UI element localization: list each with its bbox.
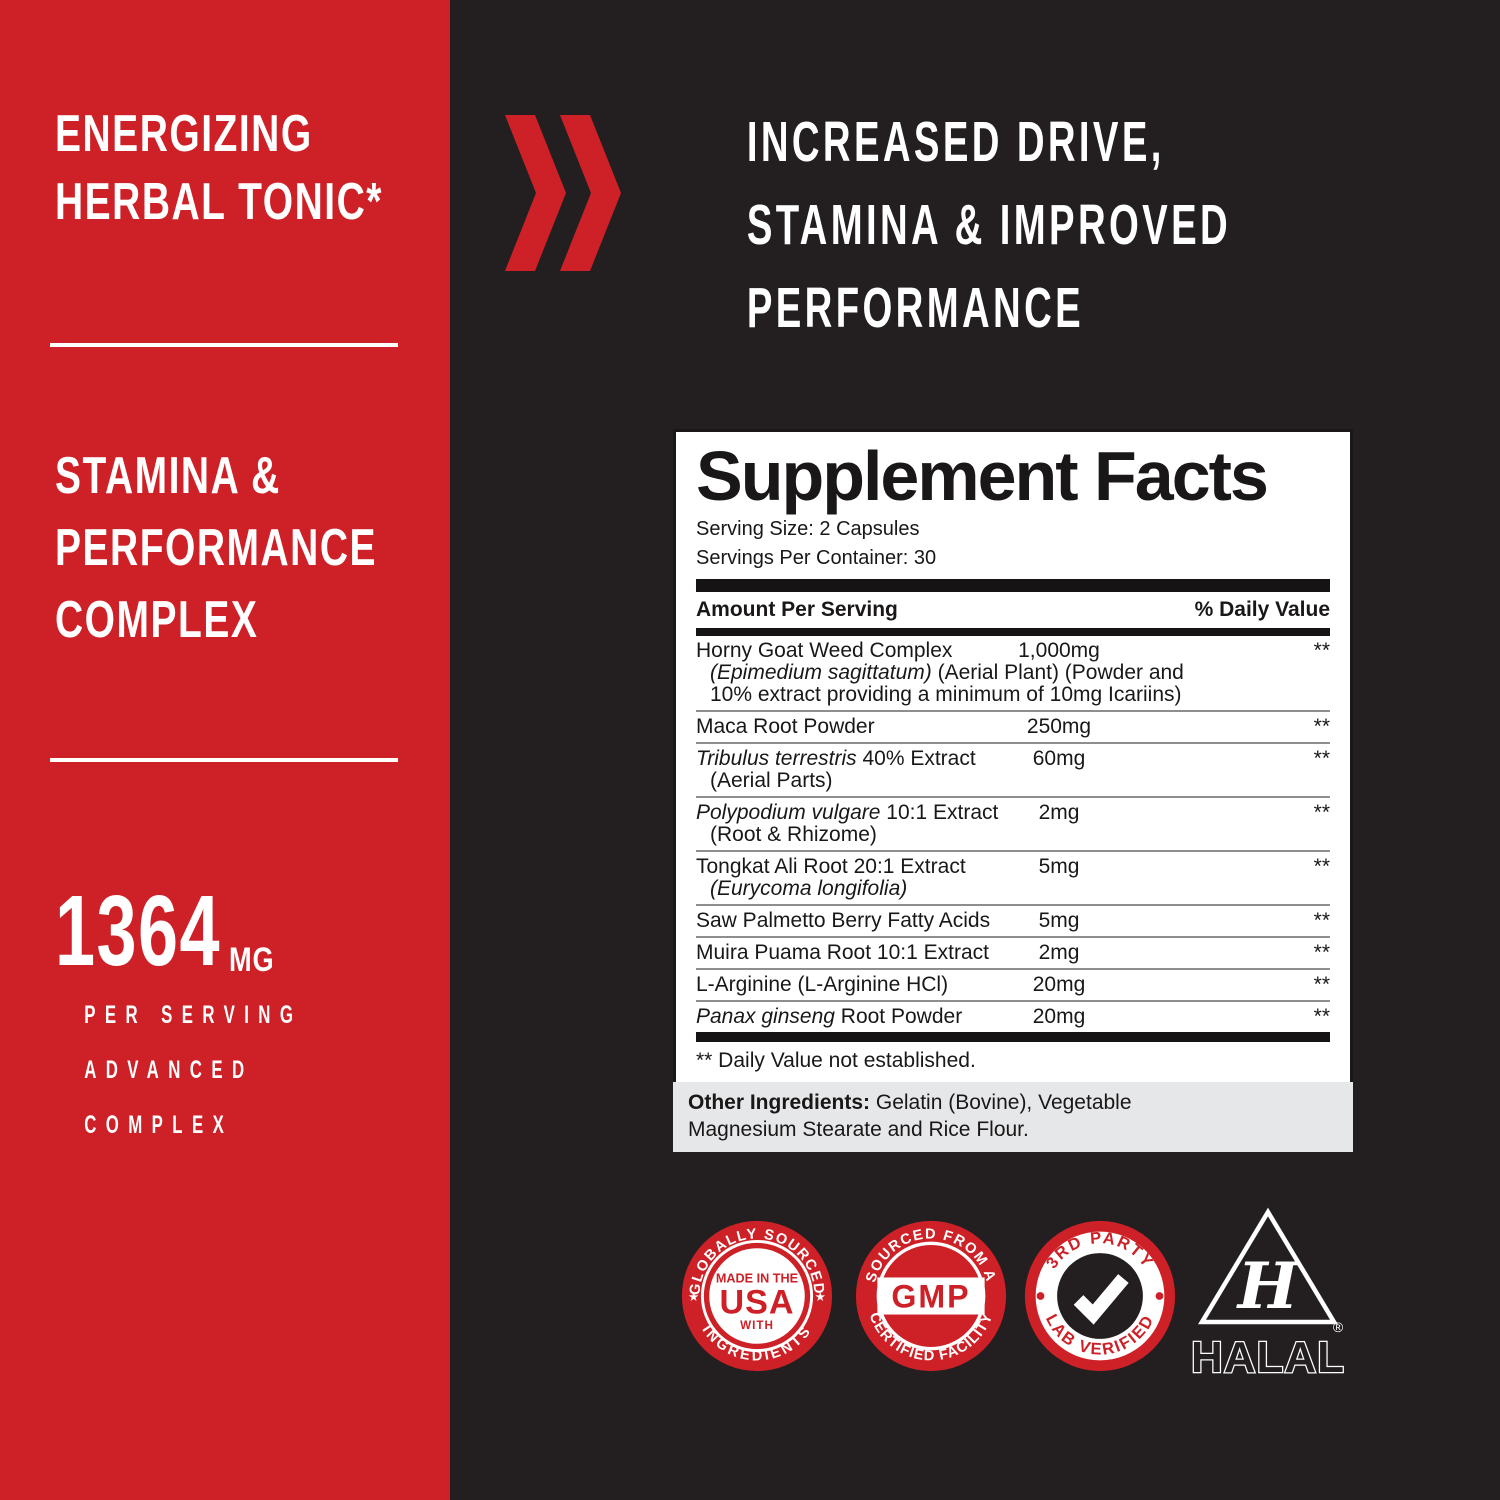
divider-line <box>50 343 398 347</box>
claim-line: PERFORMANCE <box>55 519 378 577</box>
ingredient-subline: (Root & Rhizome) <box>710 823 877 846</box>
triangle-outline <box>1198 1207 1338 1325</box>
usa-center-top-text: MADE IN THE <box>716 1271 798 1285</box>
ingredient-amount: 5mg <box>1038 909 1080 932</box>
claim-line: STAMINA & <box>55 447 281 505</box>
supplement-facts-title: Supplement Facts <box>696 437 1269 515</box>
halal-wordmark: HALAL <box>1191 1333 1345 1382</box>
gmp-certified-badge-icon: SOURCED FROM A CERTIFIED FACILITY GMP <box>855 1220 1007 1372</box>
ingredient-name: Maca Root Powder <box>696 715 875 738</box>
usa-center-main-text: USA <box>720 1284 795 1322</box>
other-ingredients-box: Other Ingredients: Gelatin (Bovine), Veg… <box>673 1082 1353 1152</box>
gmp-center-text: GMP <box>891 1279 970 1315</box>
serving-size: Serving Size: 2 Capsules <box>696 518 920 540</box>
divider-line <box>50 758 398 762</box>
ingredient-amount: 5mg <box>1038 855 1080 878</box>
double-chevron-icon <box>505 115 621 271</box>
other-ingredients-line2: Magnesium Stearate and Rice Flour. <box>688 1118 1029 1141</box>
dose-line: COMPLEX <box>84 1111 234 1139</box>
ingredient-row: Saw Palmetto Berry Fatty Acids 5mg ** <box>696 904 1330 936</box>
ingredient-amount: 20mg <box>1032 1005 1086 1028</box>
ingredient-row: Panax ginseng Root Powder 20mg ** <box>696 1000 1330 1032</box>
headline: INCREASED DRIVE, STAMINA & IMPROVED PERF… <box>747 101 1338 350</box>
ingredient-daily-value: ** <box>1313 909 1330 932</box>
ingredient-daily-value: ** <box>1313 855 1330 878</box>
dose-unit: MG <box>229 941 275 979</box>
check-icon <box>1073 1274 1129 1325</box>
daily-value-footnote: ** Daily Value not established. <box>696 1049 976 1072</box>
halal-monogram: H <box>1236 1249 1301 1324</box>
ingredient-name: Tribulus terrestris 40% Extract <box>696 747 976 770</box>
ingredient-amount: 1,000mg <box>1018 639 1100 662</box>
ingredient-name: Polypodium vulgare 10:1 Extract <box>696 801 999 824</box>
registered-mark: ® <box>1333 1319 1344 1335</box>
star-icon: ★ <box>688 1290 699 1304</box>
ingredient-amount: 250mg <box>1026 715 1092 738</box>
ingredient-row: L-Arginine (L-Arginine HCl) 20mg ** <box>696 968 1330 1000</box>
ingredient-name: Muira Puama Root 10:1 Extract <box>696 941 989 964</box>
claim-stamina-performance-complex: STAMINA & PERFORMANCE COMPLEX <box>55 440 484 669</box>
ingredient-daily-value: ** <box>1313 801 1330 824</box>
other-ingredients-line1: Other Ingredients: Gelatin (Bovine), Veg… <box>688 1091 1132 1114</box>
usa-center-bottom-text: WITH <box>740 1319 774 1332</box>
ingredient-row: Tongkat Ali Root 20:1 Extract 5mg ** (Euryc… <box>696 850 1330 904</box>
daily-value-header: % Daily Value <box>1194 598 1330 621</box>
other-ingredients-label: Other Ingredients: <box>688 1091 871 1114</box>
ingredient-name: L-Arginine (L-Arginine HCl) <box>696 973 949 996</box>
dose-value: 1364 <box>55 875 221 987</box>
thick-rule <box>696 628 1330 636</box>
ingredient-subline: (Aerial Parts) <box>710 769 833 792</box>
ingredient-daily-value: ** <box>1313 715 1330 738</box>
facts-column-headers: Amount Per Serving % Daily Value <box>696 592 1330 628</box>
third-party-lab-verified-badge-icon: 3RD PARTY LAB VERIFIED <box>1024 1220 1176 1372</box>
ingredient-name: Horny Goat Weed Complex <box>696 639 953 662</box>
thick-rule <box>696 579 1330 592</box>
ingredient-daily-value: ** <box>1313 973 1330 996</box>
made-in-usa-badge-icon: GLOBALLY SOURCED INGREDIENTS ★ ★ MADE IN… <box>681 1220 833 1372</box>
ingredient-daily-value: ** <box>1313 941 1330 964</box>
dose-line: PER SERVING <box>84 1001 303 1029</box>
ingredient-row: Horny Goat Weed Complex 1,000mg ** (Epimedi… <box>696 636 1330 710</box>
ingredient-name: Tongkat Ali Root 20:1 Extract <box>696 855 966 878</box>
thick-rule <box>696 1032 1330 1042</box>
ingredient-rows: Horny Goat Weed Complex 1,000mg ** (Epimedi… <box>696 636 1330 1032</box>
claim-energizing-herbal-tonic: ENERGIZING HERBAL TONIC* <box>55 100 492 249</box>
ingredient-amount: 2mg <box>1038 801 1080 824</box>
ingredient-subline: 10% extract providing a minimum of 10mg … <box>710 683 1182 706</box>
amount-per-serving-header: Amount Per Serving <box>696 598 898 621</box>
supplement-facts-panel: Supplement Facts Serving Size: 2 Capsule… <box>673 429 1353 1085</box>
ingredient-subline: (Epimedium sagittatum) (Aerial Plant) (P… <box>710 661 1184 684</box>
claim-line: ENERGIZING <box>55 105 313 163</box>
headline-line: PERFORMANCE <box>746 276 1085 340</box>
ingredient-name: Panax ginseng Root Powder <box>696 1005 963 1028</box>
ingredient-amount: 20mg <box>1032 973 1086 996</box>
star-icon: ★ <box>815 1290 826 1304</box>
ingredient-row: Polypodium vulgare 10:1 Extract 2mg ** (Roo… <box>696 796 1330 850</box>
claim-line: COMPLEX <box>55 591 259 649</box>
dose-description: PER SERVING ADVANCED COMPLEX <box>84 988 350 1153</box>
servings-per-container: Servings Per Container: 30 <box>696 547 937 569</box>
ingredient-subline: (Eurycoma longifolia) <box>710 877 908 900</box>
ingredient-amount: 60mg <box>1032 747 1086 770</box>
ingredient-daily-value: ** <box>1313 747 1330 770</box>
headline-line: INCREASED DRIVE, <box>746 110 1165 174</box>
dose-line: ADVANCED <box>84 1056 254 1084</box>
headline-line: STAMINA & IMPROVED <box>746 193 1232 257</box>
halal-certified-logo: H ® HALAL <box>1190 1207 1345 1383</box>
ingredient-row: Muira Puama Root 10:1 Extract 2mg ** <box>696 936 1330 968</box>
ingredient-amount: 2mg <box>1038 941 1080 964</box>
ingredient-name: Saw Palmetto Berry Fatty Acids <box>696 909 991 932</box>
ingredient-daily-value: ** <box>1313 639 1330 662</box>
ingredient-daily-value: ** <box>1313 1005 1330 1028</box>
claim-line: HERBAL TONIC* <box>55 173 383 231</box>
ingredient-row: Tribulus terrestris 40% Extract 60mg ** (Ae… <box>696 742 1330 796</box>
dose-per-serving: 1364 MG <box>55 881 286 981</box>
ingredient-row: Maca Root Powder 250mg ** <box>696 710 1330 742</box>
left-red-panel: ENERGIZING HERBAL TONIC* STAMINA & PERFO… <box>0 0 450 1500</box>
